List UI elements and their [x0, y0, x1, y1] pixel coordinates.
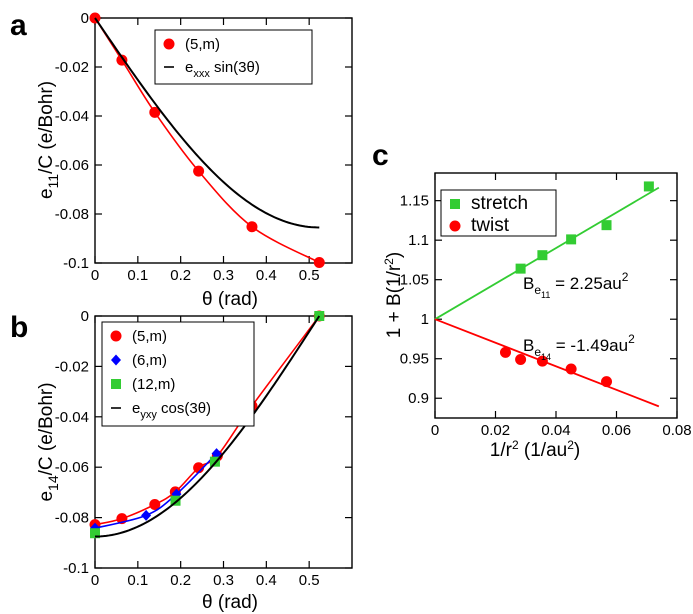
- legend-swatch: [450, 199, 460, 209]
- data-point: [170, 495, 181, 506]
- data-point: [499, 346, 511, 358]
- y-tick-label: 0: [81, 10, 89, 27]
- series-a-1: [94, 17, 320, 229]
- y-tick-label: 1.1: [408, 232, 429, 249]
- data-point: [141, 509, 152, 521]
- y-tick-label: -0.1: [63, 255, 89, 272]
- legend-label: (12,m): [132, 376, 175, 393]
- legend-label: (6,m): [132, 352, 167, 369]
- x-tick-label: 0: [431, 422, 439, 439]
- x-tick-label: 0.2: [170, 572, 191, 589]
- legend-label: twist: [471, 215, 510, 236]
- x-tick-label: 0.4: [256, 267, 277, 284]
- legend-label: (5,m): [132, 328, 167, 345]
- legend-label: stretch: [471, 193, 528, 214]
- y-tick-label: -0.02: [55, 358, 89, 375]
- x-axis-label: θ (rad): [202, 592, 258, 613]
- series-b-3: [94, 315, 321, 538]
- chart-panel-b: 0 0.1 0.2 0.3 0.4 0.5 0 -0.02 -0.04 -0.06 -0.08 -0.…: [10, 308, 353, 613]
- legend-label: exxx sin(3θ): [185, 59, 260, 80]
- x-tick-label: 0: [91, 267, 99, 284]
- legend: (5,m) (6,m) (12,m) eyxy cos(3θ): [101, 321, 255, 427]
- data-point: [601, 220, 612, 231]
- x-tick-label: 0: [91, 572, 99, 589]
- y-axis-label: e14/C (e/Bohr): [36, 382, 61, 501]
- data-point: [515, 354, 527, 366]
- legend: (5,m) exxx sin(3θ): [154, 29, 313, 85]
- y-tick-label: 1.05: [400, 272, 429, 289]
- series-c-0: [434, 181, 660, 320]
- legend-box: [154, 29, 313, 85]
- y-tick-label: -0.08: [55, 510, 89, 527]
- x-axis-label: 1/r2 (1/au2): [490, 438, 580, 461]
- data-point: [566, 234, 577, 245]
- y-tick-label: 0: [81, 308, 89, 325]
- legend-label: (5,m): [185, 36, 220, 53]
- y-tick-label: -0.04: [55, 409, 89, 426]
- y-tick-label: -0.06: [55, 459, 89, 476]
- legend-swatch: [111, 379, 121, 389]
- x-tick-label: 0.3: [213, 572, 234, 589]
- fit-annotation: Be14 = -1.49au2: [523, 332, 635, 362]
- series-c-1: [434, 318, 660, 408]
- series-b-1: [90, 448, 222, 534]
- y-tick-label: 0.95: [400, 351, 429, 368]
- x-tick-label: 0.5: [299, 572, 320, 589]
- x-tick-label: 0.5: [299, 267, 320, 284]
- y-tick-label: -0.02: [55, 59, 89, 76]
- data-point: [565, 363, 577, 375]
- legend-swatch: [111, 354, 121, 366]
- x-tick-label: 0.4: [256, 572, 277, 589]
- x-tick-label: 0.08: [662, 422, 691, 439]
- fit-curve: [94, 315, 321, 538]
- data-point: [537, 250, 548, 261]
- chart-panel-a: 0 0.1 0.2 0.3 0.4 0.5 0 -0.02 -0.04 -0.06 -0.08 -0.…: [10, 9, 353, 310]
- data-point: [313, 257, 325, 269]
- x-tick-label: 0.1: [127, 572, 148, 589]
- data-point: [149, 106, 161, 118]
- y-tick-label: -0.1: [63, 560, 89, 577]
- x-tick-label: 0.2: [170, 267, 191, 284]
- x-tick-label: 0.06: [602, 422, 631, 439]
- chart-panel-c: 0 0.02 0.04 0.06 0.08 0.9 0.95 1 1.05 1.1 1.15 c 1/r…: [372, 139, 692, 461]
- panel-letter: a: [10, 9, 27, 42]
- data-point: [90, 528, 100, 539]
- legend-label: eyxy cos(3θ): [132, 400, 211, 421]
- y-tick-label: -0.06: [55, 157, 89, 174]
- fit-curve: [94, 17, 320, 229]
- y-axis-label: e11/C (e/Bohr): [36, 81, 61, 199]
- y-axis-label: 1 + B(1/r2): [382, 252, 405, 338]
- data-point: [601, 376, 613, 388]
- legend-box: [440, 189, 557, 237]
- data-point: [536, 355, 548, 367]
- x-tick-label: 0.3: [213, 267, 234, 284]
- y-tick-label: -0.08: [55, 206, 89, 223]
- legend-box: [101, 321, 255, 427]
- panel-letter: c: [372, 139, 389, 172]
- legend-swatch: [163, 38, 175, 50]
- y-tick-label: -0.04: [55, 108, 89, 125]
- data-point: [193, 165, 205, 177]
- y-tick-label: 1: [421, 311, 429, 328]
- x-tick-label: 0.04: [541, 422, 570, 439]
- data-point: [246, 221, 258, 233]
- data-point: [643, 181, 654, 192]
- guide-curve: [94, 453, 218, 529]
- data-point: [515, 263, 526, 274]
- fit-annotation: Be11 = 2.25au2: [523, 270, 629, 300]
- y-tick-label: 1.15: [400, 193, 429, 210]
- y-tick-label: 0.9: [408, 390, 429, 407]
- data-point: [149, 498, 161, 510]
- panel-letter: b: [10, 311, 28, 344]
- x-tick-label: 0.02: [481, 422, 510, 439]
- x-axis-label: θ (rad): [202, 289, 258, 310]
- legend-swatch: [110, 330, 122, 342]
- data-point: [211, 448, 222, 460]
- x-tick-label: 0.1: [127, 267, 148, 284]
- legend-swatch: [449, 220, 461, 232]
